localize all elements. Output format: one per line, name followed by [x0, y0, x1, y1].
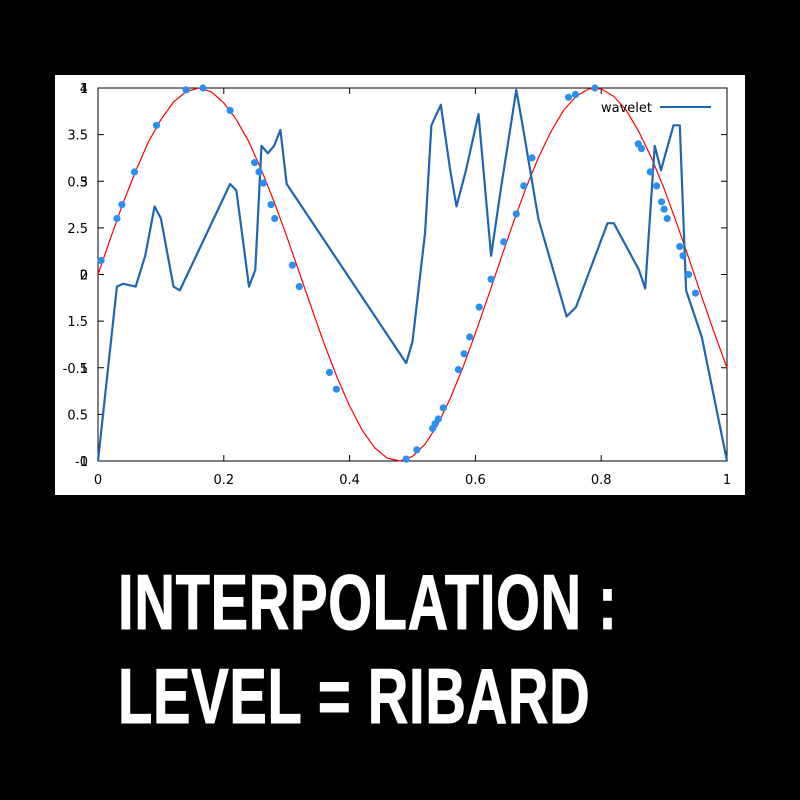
series-line-wavelet — [96, 88, 729, 462]
data-point — [251, 159, 259, 167]
data-point — [152, 121, 161, 129]
y-tick-label: 4 — [80, 82, 88, 97]
plot-frame — [97, 87, 728, 462]
data-point — [676, 242, 684, 251]
x-tick-label: 1 — [723, 473, 731, 488]
data-point — [413, 446, 421, 454]
data-point — [434, 415, 442, 423]
y-tick-label: 1.5 — [67, 315, 88, 330]
line-layer — [96, 87, 729, 462]
data-point — [658, 198, 666, 206]
data-point — [255, 168, 263, 176]
y-tick-label: 0.5 — [67, 408, 88, 423]
y-tick-label-overlay: -0.5 — [63, 362, 88, 377]
data-point — [259, 179, 267, 187]
data-point — [571, 90, 580, 99]
data-point — [660, 205, 668, 213]
data-point — [564, 93, 573, 101]
data-point — [475, 303, 483, 311]
data-point — [332, 385, 340, 393]
data-point — [487, 275, 495, 283]
data-point — [295, 283, 303, 291]
y-tick-label: 2.5 — [67, 222, 88, 237]
data-point — [591, 84, 599, 92]
data-point — [637, 145, 646, 153]
data-point — [439, 404, 447, 412]
data-point — [226, 106, 234, 114]
caption-line-1: INTERPOLATION : — [118, 558, 618, 647]
data-point — [454, 366, 462, 374]
caption: INTERPOLATION : LEVEL = RIBARD — [0, 555, 800, 743]
data-point — [113, 214, 121, 223]
data-point — [653, 182, 661, 190]
y-tick-label-overlay: 1 — [80, 82, 88, 97]
x-tick-label: 0.2 — [213, 473, 234, 488]
data-point — [130, 168, 139, 176]
data-point — [520, 182, 528, 190]
series-line-interpolant — [97, 87, 728, 462]
chart-panel: 0 0.2 0.4 0.6 0.8 1 0 0.5 1 1.5 2 2.5 3 3.5 4 -1 -0.5 0 0.… — [55, 75, 745, 495]
data-point — [402, 455, 410, 463]
x-tick-label: 0.8 — [591, 473, 612, 488]
legend-label-wavelet: wavelet — [601, 101, 652, 116]
y-tick-label: 1 — [80, 362, 88, 377]
y-tick-label-overlay: -1 — [75, 455, 88, 470]
x-tick-label: 0.6 — [465, 473, 486, 488]
data-point — [512, 210, 520, 218]
x-tick-label: 0 — [94, 473, 102, 488]
y-tick-label-overlay: 0.5 — [67, 175, 88, 190]
data-point — [325, 368, 334, 376]
y-tick-label-overlay: 0 — [80, 269, 88, 284]
caption-line-2: LEVEL = RIBARD — [118, 652, 591, 741]
data-point — [182, 86, 190, 94]
data-point — [118, 201, 126, 209]
data-point — [267, 201, 275, 209]
data-point — [199, 84, 207, 92]
data-point — [691, 289, 700, 297]
data-point — [460, 350, 468, 358]
data-point — [271, 214, 279, 223]
data-point — [685, 270, 693, 279]
data-point — [646, 168, 654, 176]
data-point — [663, 214, 671, 223]
data-point — [288, 261, 296, 269]
data-point — [500, 238, 508, 246]
tick-layer: 0 0.2 0.4 0.6 0.8 1 0 0.5 1 1.5 2 2.5 3 3.5 4 -1 -0.5 0 0.… — [63, 82, 732, 488]
y-tick-label: 3 — [80, 175, 88, 190]
chart-plot: 0 0.2 0.4 0.6 0.8 1 0 0.5 1 1.5 2 2.5 3 3.5 4 -1 -0.5 0 0.… — [63, 82, 732, 488]
x-tick-label: 0.4 — [339, 473, 360, 488]
data-point — [97, 256, 105, 265]
data-point — [466, 333, 474, 341]
y-tick-label: 0 — [80, 455, 88, 470]
y-tick-label: 2 — [80, 269, 88, 284]
point-layer — [97, 84, 700, 463]
y-tick-label: 3.5 — [67, 129, 88, 144]
legend: wavelet — [601, 101, 711, 116]
data-point — [679, 252, 687, 260]
data-point — [528, 154, 536, 162]
